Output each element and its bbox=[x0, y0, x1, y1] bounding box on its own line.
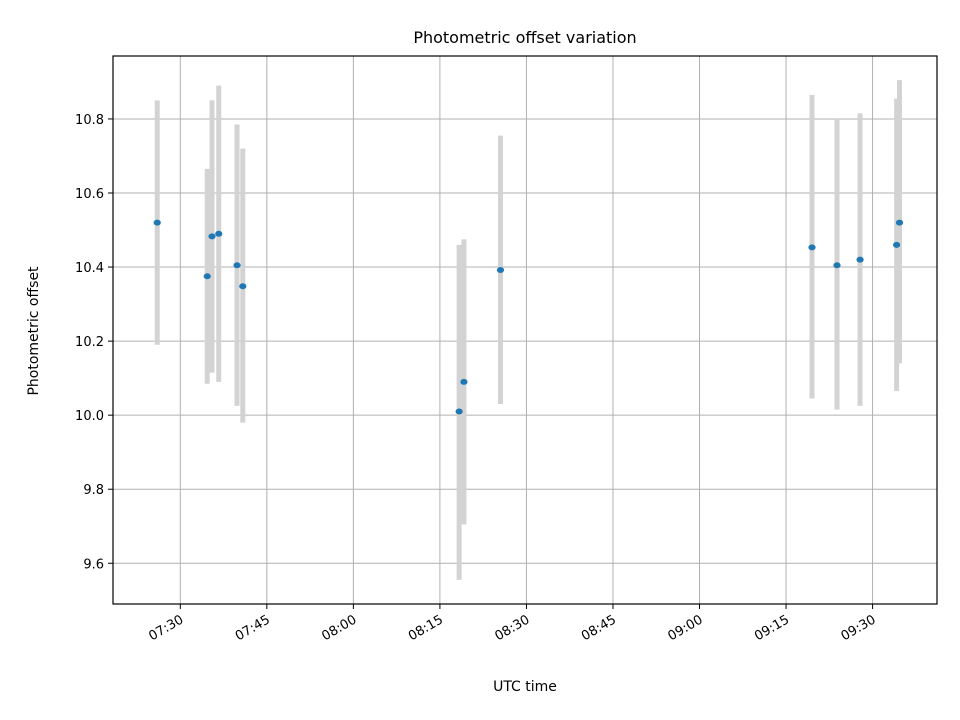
data-point bbox=[239, 283, 247, 290]
data-point bbox=[808, 244, 816, 251]
y-axis-label: Photometric offset bbox=[26, 266, 42, 396]
plot-frame bbox=[112, 55, 938, 605]
y-tick-label: 10.4 bbox=[75, 261, 104, 276]
data-point bbox=[215, 230, 223, 237]
x-axis-label: UTC time bbox=[493, 679, 557, 695]
data-point bbox=[833, 262, 841, 269]
y-tick-label: 10.8 bbox=[75, 113, 104, 128]
data-point bbox=[455, 408, 463, 415]
data-point bbox=[895, 219, 904, 226]
chart-title: Photometric offset variation bbox=[413, 28, 636, 47]
data-point bbox=[208, 233, 216, 240]
grid bbox=[113, 56, 937, 604]
y-tick-label: 9.6 bbox=[83, 557, 104, 572]
data-point bbox=[893, 241, 901, 248]
data-point bbox=[496, 267, 505, 274]
data-point bbox=[233, 262, 241, 269]
y-tick-label: 9.8 bbox=[83, 483, 104, 498]
data-point bbox=[153, 219, 161, 226]
data-point bbox=[856, 256, 864, 263]
y-tick-label: 10.6 bbox=[75, 187, 104, 202]
data-points bbox=[153, 219, 904, 415]
data-point bbox=[203, 273, 211, 280]
data-point bbox=[460, 378, 468, 385]
y-tick-label: 10.0 bbox=[75, 409, 104, 424]
y-tick-label: 10.2 bbox=[75, 335, 104, 350]
